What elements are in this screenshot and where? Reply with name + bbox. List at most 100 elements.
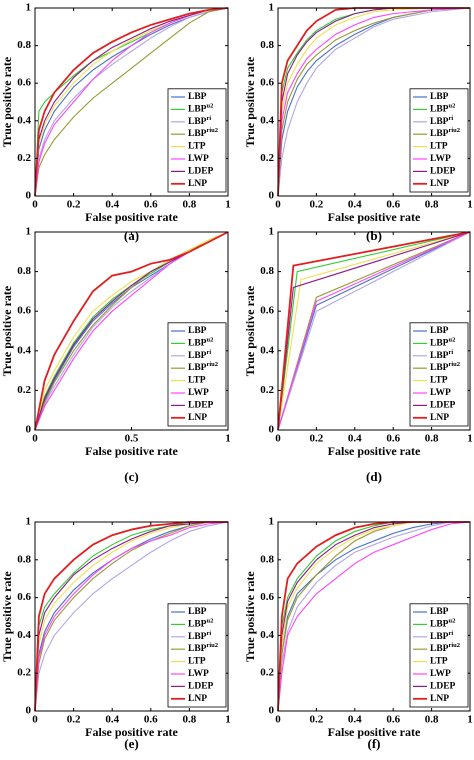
legend-label: LTP [430,142,448,152]
y-axis-label: True positive rate [243,56,257,147]
y-tick-label: 0 [269,190,275,202]
roc-curve [277,231,471,431]
roc-curve [277,7,470,197]
x-axis-label: False positive rate [85,210,178,224]
caption: (d) [366,469,382,484]
x-tick-label: 1 [225,433,231,445]
legend-name: LDEP [188,401,214,411]
legend-superscript: u2 [448,103,455,110]
legend-name: LBP [188,92,207,102]
x-tick-label: 0.4 [348,199,362,211]
legend-label: LDEP [188,682,214,692]
roc-curve [277,7,471,197]
legend-superscript: ri [448,115,453,122]
roc-curve [34,7,229,197]
legend-box [409,88,469,193]
legend-label: LBPu2 [188,103,213,115]
x-tick-label: 0.4 [348,433,362,445]
legend-label: LBPri [430,630,453,642]
y-tick-label: 0.4 [260,344,274,356]
y-tick-label: 0.8 [17,39,31,51]
y-tick-label: 0.8 [17,265,31,277]
legend-label: LBPriu2 [430,643,460,655]
legend-label: LBPu2 [430,103,455,115]
y-tick-label: 0 [26,705,32,717]
x-tick-label: 0.8 [425,199,439,211]
legend-superscript: riu2 [206,643,218,650]
legend-name: LNP [188,694,207,704]
legend-label: LTP [430,657,448,667]
x-tick-label: 0.2 [67,199,81,211]
legend-name: LBP [430,363,449,373]
y-tick-label: 1 [26,2,32,14]
legend-superscript: riu2 [448,128,460,135]
legend-name: LBP [430,129,449,139]
y-tick-label: 0 [26,424,32,436]
x-tick-label: 0.8 [183,199,197,211]
legend-label: LDEP [430,167,456,177]
x-tick-label: 1 [225,199,231,211]
x-tick-label: 1 [467,714,473,726]
legend-label: LBP [188,326,207,336]
y-tick-label: 1 [26,516,32,528]
legend-name: LBP [430,326,449,336]
plot-frame [34,521,229,712]
legend-superscript: u2 [206,103,213,110]
x-tick-label: 0.2 [67,714,81,726]
y-tick-label: 0.2 [260,667,274,679]
roc-curve [34,7,229,197]
legend-box [409,603,469,708]
legend-name: LBP [430,339,449,349]
legend-name: LBP [188,620,207,630]
plot-frame [277,231,471,431]
y-tick-label: 0.2 [17,152,31,164]
y-axis-label: True positive rate [0,285,14,376]
x-tick-label: 0 [275,433,281,445]
y-tick-label: 1 [269,516,275,528]
legend-name: LWP [188,154,209,164]
roc-curve [277,7,471,197]
legend-label: LBPriu2 [430,128,460,140]
x-tick-label: 0.8 [183,714,197,726]
roc-curve [277,231,471,431]
legend-name: LNP [430,413,449,423]
legend-name: LDEP [430,167,456,177]
x-tick-label: 0.4 [105,199,119,211]
roc-curve [34,7,229,197]
legend-name: LBP [430,607,449,617]
legend-label: LBPriu2 [188,643,218,655]
y-tick-label: 0 [26,190,32,202]
legend-name: LDEP [188,167,214,177]
legend-name: LBP [430,644,449,654]
x-tick-label: 0.6 [386,199,400,211]
legend-name: LBP [188,644,207,654]
y-tick-label: 1 [26,226,32,238]
legend-label: LNP [430,694,449,704]
legend-name: LNP [188,179,207,189]
y-tick-label: 0.6 [17,591,31,603]
x-tick-label: 0.4 [105,714,119,726]
roc-curve [34,231,229,431]
legend-name: LBP [188,363,207,373]
legend-label: LDEP [430,401,456,411]
legend-label: LDEP [430,682,456,692]
plot-frame [277,521,471,712]
y-tick-label: 0.4 [260,629,274,641]
caption: (f) [368,736,381,751]
legend-superscript: u2 [448,337,455,344]
legend-label: LBP [430,92,449,102]
legend-name: LDEP [188,682,214,692]
legend-name: LNP [430,694,449,704]
roc-curve [277,231,471,431]
legend-superscript: u2 [206,337,213,344]
roc-curve [277,231,471,431]
y-tick-label: 0.2 [260,384,274,396]
legend-superscript: u2 [206,618,213,625]
legend-name: LBP [430,620,449,630]
legend-label: LNP [188,179,207,189]
legend-label: LDEP [188,167,214,177]
legend-name: LWP [430,669,451,679]
y-tick-label: 0.6 [260,591,274,603]
legend-label: LTP [188,657,206,667]
legend-name: LBP [430,105,449,115]
